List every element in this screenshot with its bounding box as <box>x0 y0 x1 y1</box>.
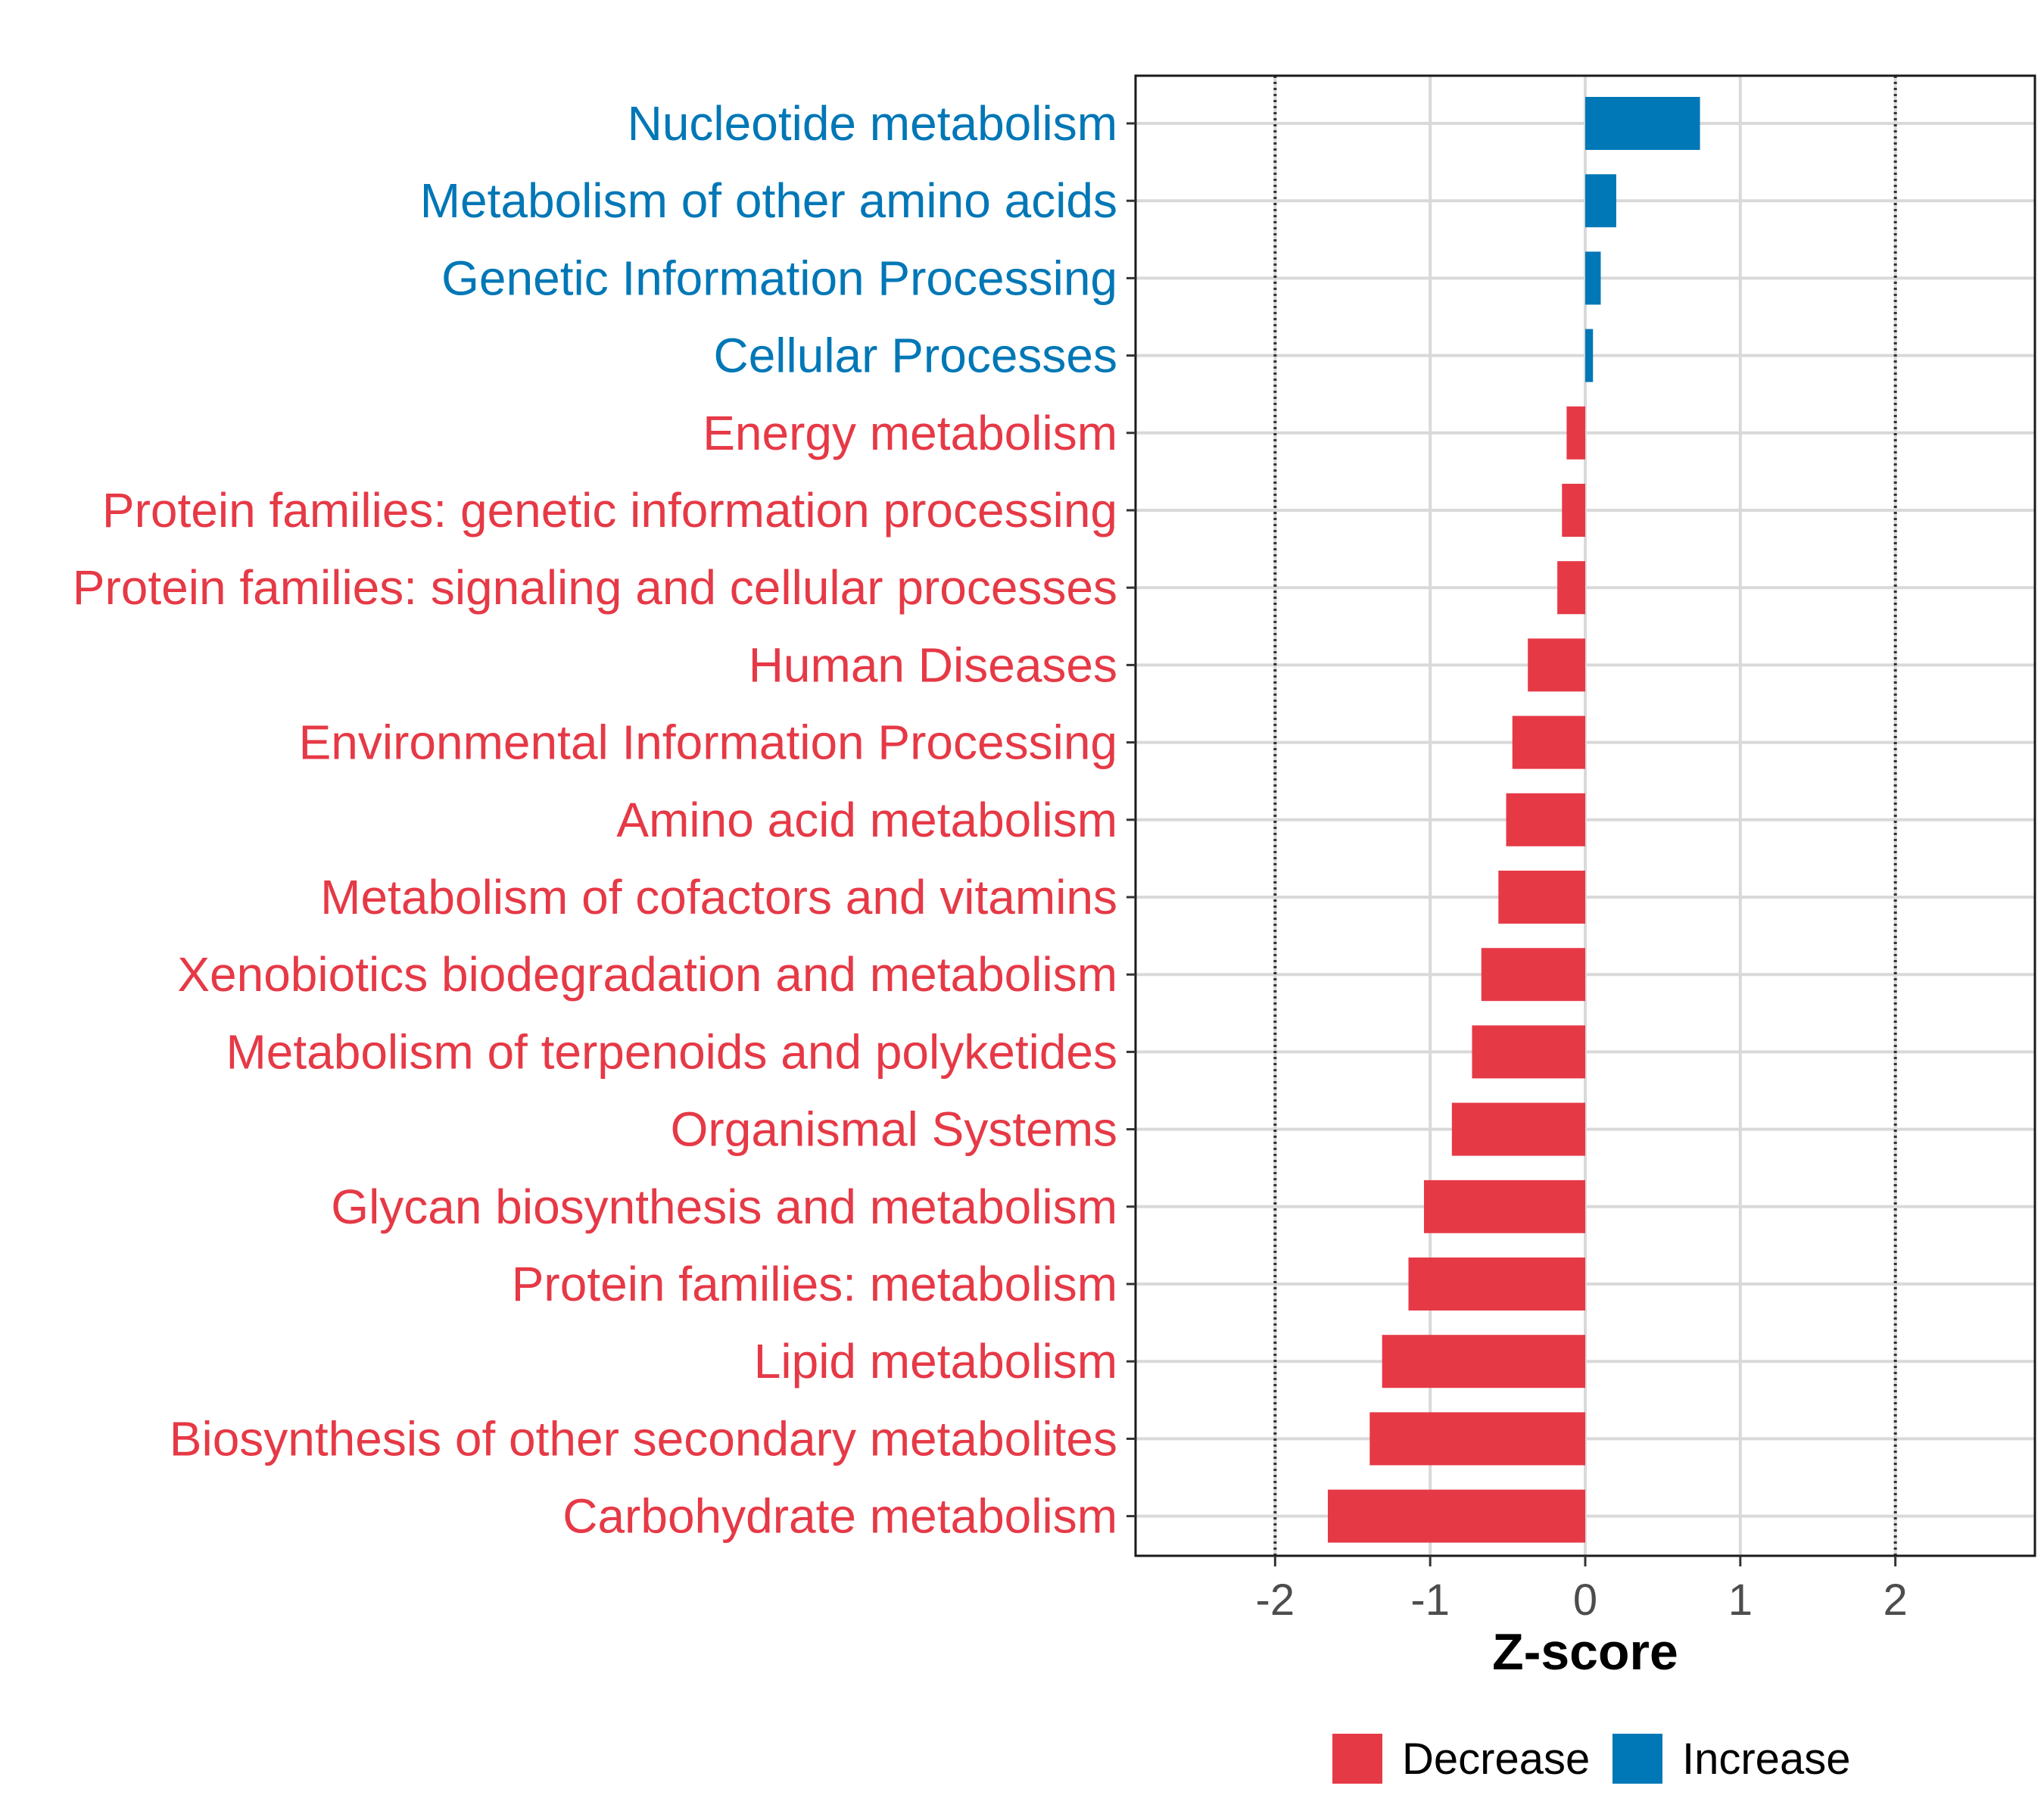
bar <box>1585 251 1601 305</box>
bar <box>1506 793 1585 846</box>
bar <box>1528 638 1585 692</box>
category-label: Glycan biosynthesis and metabolism <box>331 1180 1117 1234</box>
bar <box>1423 1180 1585 1233</box>
category-label: Metabolism of terpenoids and polyketides <box>226 1024 1117 1079</box>
category-label: Metabolism of other amino acids <box>420 173 1117 228</box>
category-label: Environmental Information Processing <box>299 715 1117 770</box>
y-axis-ticks <box>1126 122 1136 1518</box>
category-label: Protein families: genetic information pr… <box>102 483 1117 538</box>
bars <box>1327 97 1700 1543</box>
category-label: Lipid metabolism <box>754 1334 1117 1388</box>
y-axis-labels: Nucleotide metabolism Metabolism of other… <box>73 96 1117 1544</box>
bar <box>1562 484 1585 537</box>
category-label: Xenobiotics biodegradation and metabolis… <box>177 947 1117 1002</box>
legend-label: Increase <box>1682 1734 1850 1784</box>
bar <box>1408 1258 1585 1311</box>
category-label: Genetic Information Processing <box>441 251 1117 305</box>
legend: Decrease Increase <box>1332 1734 1850 1784</box>
bar <box>1566 406 1585 460</box>
category-label: Metabolism of cofactors and vitamins <box>320 870 1117 924</box>
x-tick-label: 2 <box>1884 1575 1908 1625</box>
bar <box>1585 174 1616 228</box>
legend-label: Decrease <box>1402 1734 1590 1784</box>
category-label: Human Diseases <box>749 637 1117 692</box>
bar <box>1498 871 1585 924</box>
bar <box>1382 1335 1585 1388</box>
bar <box>1472 1025 1585 1079</box>
bar <box>1585 97 1700 150</box>
reference-lines <box>1273 76 1897 1556</box>
x-axis-ticks: -2 -1 0 1 2 <box>1256 1556 1908 1625</box>
bar <box>1451 1102 1585 1156</box>
category-label: Protein families: metabolism <box>512 1257 1117 1311</box>
x-tick-label: 0 <box>1573 1575 1597 1625</box>
x-axis-title: Z-score <box>1492 1623 1678 1681</box>
category-label: Nucleotide metabolism <box>628 96 1117 151</box>
bar <box>1327 1489 1585 1543</box>
x-tick-label: -1 <box>1410 1575 1450 1625</box>
bar <box>1557 561 1585 615</box>
legend-key <box>1612 1734 1662 1784</box>
legend-key <box>1332 1734 1382 1784</box>
category-label: Cellular Processes <box>713 329 1117 383</box>
category-label: Energy metabolism <box>703 406 1117 460</box>
category-label: Biosynthesis of other secondary metaboli… <box>170 1411 1117 1466</box>
category-label: Carbohydrate metabolism <box>562 1489 1117 1544</box>
x-tick-label: 1 <box>1728 1575 1753 1625</box>
category-label: Organismal Systems <box>671 1102 1117 1157</box>
x-tick-label: -2 <box>1256 1575 1295 1625</box>
category-label: Amino acid metabolism <box>616 793 1117 847</box>
bar <box>1512 715 1585 769</box>
bar <box>1369 1412 1585 1466</box>
category-label: Protein families: signaling and cellular… <box>73 560 1117 615</box>
bar <box>1585 329 1594 382</box>
bar <box>1481 948 1585 1002</box>
